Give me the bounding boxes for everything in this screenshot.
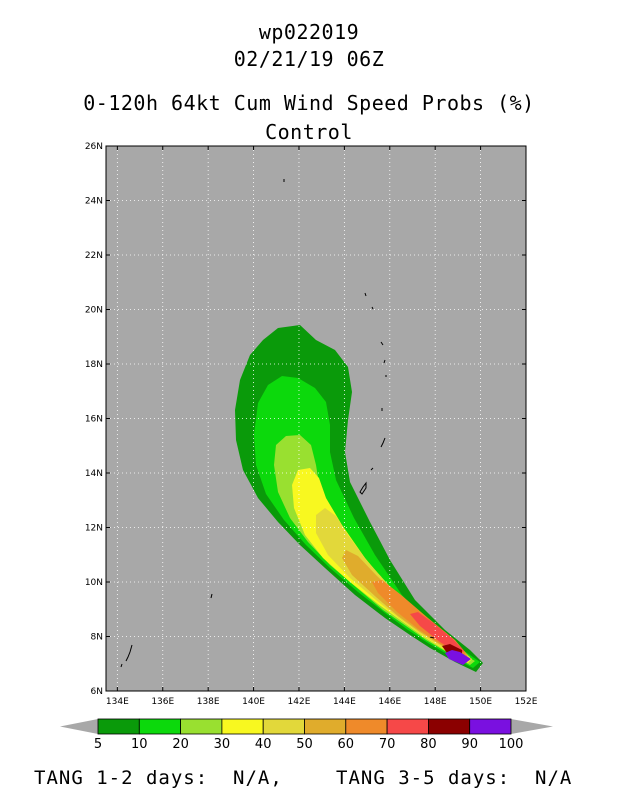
colorbar: 5 10 20 30 40 50 60 70 80 90 100 — [60, 718, 553, 752]
lon-tick-label: 136E — [151, 697, 174, 707]
tang-3-5-days-text: TANG 3-5 days: N/A — [336, 767, 573, 789]
lon-tick-label: 150E — [469, 697, 492, 707]
lat-tick-label: 26N — [85, 142, 103, 152]
island-guam — [359, 481, 367, 495]
lat-tick-label: 6N — [91, 687, 103, 697]
lon-tick-label: 152E — [515, 697, 538, 707]
map-grid — [106, 146, 526, 691]
lat-tick-label: 10N — [85, 578, 103, 588]
colorbar-label: 10 — [131, 737, 148, 752]
colorbar-segment — [97, 718, 140, 735]
colorbar-label: 90 — [461, 737, 478, 752]
lon-tick-label: 144E — [333, 697, 356, 707]
colorbar-low-arrow — [60, 719, 98, 734]
colorbar-segment — [180, 718, 223, 735]
colorbar-label: 50 — [296, 737, 313, 752]
map-axes: 134E 136E 138E 140E 142E 144E 146E 148E 150E 152E… — [85, 142, 538, 707]
colorbar-label: 60 — [338, 737, 355, 752]
lat-tick-label: 12N — [85, 524, 103, 534]
datetime-title: 02/21/19 06Z — [233, 47, 385, 71]
colorbar-label: 40 — [255, 737, 272, 752]
product-title: 0-120h 64kt Cum Wind Speed Probs (%) — [83, 91, 535, 115]
member-title: Control — [265, 120, 353, 144]
swath-90pct — [445, 650, 471, 665]
island-pagan — [380, 341, 384, 346]
lat-tick-label: 22N — [85, 251, 103, 261]
colorbar-segment — [427, 718, 471, 735]
colorbar-label: 30 — [214, 737, 231, 752]
island-kayangel — [120, 663, 123, 668]
tang-1-2-days-text: TANG 1-2 days: N/A, — [34, 767, 283, 789]
lat-tick-label: 20N — [85, 306, 103, 316]
colorbar-label: 70 — [379, 737, 396, 752]
island-palau — [125, 644, 133, 662]
lon-tick-label: 138E — [197, 697, 220, 707]
island-agrihan — [383, 359, 386, 364]
swath-30pct — [292, 468, 472, 663]
colorbar-label: 5 — [94, 737, 102, 752]
storm-id-title: wp022019 — [258, 20, 360, 44]
lon-tick-label: 148E — [424, 697, 447, 707]
lat-tick-label: 24N — [85, 197, 103, 207]
island-rota — [370, 467, 374, 471]
lon-tick-label: 134E — [106, 697, 129, 707]
colorbar-label: 80 — [420, 737, 437, 752]
lat-tick-label: 16N — [85, 415, 103, 425]
lon-tick-label: 146E — [378, 697, 401, 707]
colorbar-segment — [386, 718, 429, 735]
swath-20pct — [274, 435, 475, 665]
colorbar-segment — [138, 718, 182, 735]
island-yap — [210, 593, 213, 599]
colorbar-label: 100 — [499, 737, 524, 752]
lat-tick-label: 14N — [85, 469, 103, 479]
colorbar-segment — [262, 718, 305, 735]
coastlines — [120, 179, 435, 668]
lat-tick-label: 18N — [85, 360, 103, 370]
colorbar-segment — [221, 718, 264, 735]
lon-tick-label: 142E — [288, 697, 311, 707]
lat-tick-label: 8N — [91, 633, 103, 643]
probability-swath — [235, 325, 483, 672]
island-farallon — [364, 292, 367, 297]
colorbar-segment — [469, 718, 512, 735]
island-maug — [371, 306, 374, 310]
island-ulithi — [429, 636, 435, 639]
swath-40pct — [316, 508, 470, 661]
colorbar-segment — [345, 718, 388, 735]
colorbar-label: 20 — [172, 737, 189, 752]
island-saipan — [380, 437, 386, 448]
colorbar-high-arrow — [511, 719, 553, 734]
lon-tick-label: 140E — [242, 697, 265, 707]
colorbar-segment — [304, 718, 347, 735]
